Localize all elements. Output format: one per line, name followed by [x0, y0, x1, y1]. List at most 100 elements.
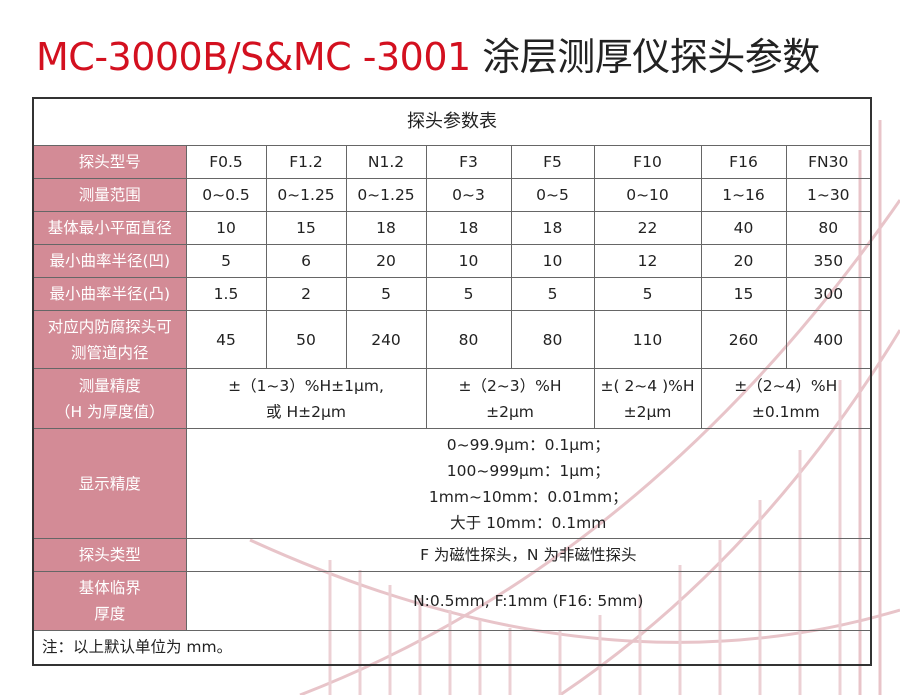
value-cell: 400 [785, 310, 872, 369]
probe-parameter-table: 探头参数表 探头型号 F0.5 F1.2 N1.2 F3 F5 F10 F16 FN30 测量… [32, 97, 873, 666]
table-row: 基体临界 厚度 N:0.5mm, F:1mm (F16: 5mm) [32, 571, 872, 631]
model-cell: F10 [593, 145, 702, 179]
value-cell: 260 [700, 310, 787, 369]
line: 大于 10mm：0.1mm [450, 513, 607, 532]
value-cell: 0~10 [593, 178, 702, 212]
accuracy-cell: ±（2~3）%H ±2μm [425, 368, 595, 429]
value-cell: 20 [345, 244, 427, 278]
label-line: 测管道内径 [70, 343, 149, 362]
value-cell: 0~0.5 [185, 178, 267, 212]
value-cell: 22 [593, 211, 702, 245]
line: 100~999μm：1μm； [446, 461, 610, 480]
value-cell: 12 [593, 244, 702, 278]
value-cell: 5 [425, 277, 512, 311]
table-row: 对应内防腐探头可 测管道内径 45 50 240 80 80 110 260 400 [32, 310, 872, 369]
line: 1mm~10mm：0.01mm； [428, 487, 628, 506]
value-cell: 15 [700, 277, 787, 311]
row-label: 测量范围 [32, 178, 187, 212]
table-row: 探头类型 F 为磁性探头，N 为非磁性探头 [32, 538, 872, 572]
line: 0~99.9μm：0.1μm； [446, 435, 610, 454]
line: ±（2~3）%H [458, 376, 562, 395]
value-cell: 0~3 [425, 178, 512, 212]
line: ±2μm [623, 402, 672, 421]
model-cell: N1.2 [345, 145, 427, 179]
table-row: 显示精度 0~99.9μm：0.1μm； 100~999μm：1μm； 1mm~10… [32, 428, 872, 539]
line: ±（2~4）%H [734, 376, 838, 395]
value-cell: 350 [785, 244, 872, 278]
value-cell: 10 [425, 244, 512, 278]
model-cell: F5 [510, 145, 595, 179]
table-row: 基体最小平面直径 10 15 18 18 18 22 40 80 [32, 211, 872, 245]
value-cell: 80 [425, 310, 512, 369]
title-model: MC-3000B/S&MC -3001 [36, 35, 471, 79]
value-cell: 18 [425, 211, 512, 245]
row-label: 基体最小平面直径 [32, 211, 187, 245]
row-label: 探头类型 [32, 538, 187, 572]
row-label: 最小曲率半径(凹) [32, 244, 187, 278]
value-cell: 300 [785, 277, 872, 311]
accuracy-cell: ±（1~3）%H±1μm, 或 H±2μm [185, 368, 427, 429]
row-label: 显示精度 [32, 428, 187, 539]
line: ±2μm [486, 402, 534, 421]
value-cell: 50 [265, 310, 347, 369]
label-line: （H 为厚度值） [54, 402, 165, 421]
row-label: 探头型号 [32, 145, 187, 179]
value-cell: 0~1.25 [265, 178, 347, 212]
model-cell: F1.2 [265, 145, 347, 179]
model-cell: F0.5 [185, 145, 267, 179]
value-cell: 40 [700, 211, 787, 245]
label-line: 基体临界 [78, 579, 141, 597]
value-cell: 5 [510, 277, 595, 311]
accuracy-cell: ±( 2~4 )%H ±2μm [593, 368, 702, 429]
value-cell: 2 [265, 277, 347, 311]
table-row: 最小曲率半径(凸) 1.5 2 5 5 5 5 15 300 [32, 277, 872, 311]
line: 或 H±2μm [266, 402, 346, 421]
title-text: 涂层测厚仪探头参数 [482, 35, 820, 79]
value-cell: 10 [510, 244, 595, 278]
value-cell: 80 [785, 211, 872, 245]
line: ±( 2~4 )%H [600, 376, 695, 395]
table-row: 最小曲率半径(凹) 5 6 20 10 10 12 20 350 [32, 244, 872, 278]
value-cell: 80 [510, 310, 595, 369]
value-cell: 6 [265, 244, 347, 278]
model-cell: FN30 [785, 145, 872, 179]
model-cell: F3 [425, 145, 512, 179]
table-row: 注：以上默认单位为 mm。 [32, 630, 872, 665]
value-cell: 240 [345, 310, 427, 369]
probe-type-cell: F 为磁性探头，N 为非磁性探头 [185, 538, 872, 572]
value-cell: 5 [185, 244, 267, 278]
value-cell: 10 [185, 211, 267, 245]
value-cell: 20 [700, 244, 787, 278]
line: ±0.1mm [751, 402, 820, 421]
line: ±（1~3）%H±1μm, [228, 376, 384, 395]
accuracy-cell: ±（2~4）%H ±0.1mm [700, 368, 872, 429]
value-cell: 1.5 [185, 277, 267, 311]
label-line: 对应内防腐探头可 [47, 317, 172, 336]
page-title: MC-3000B/S&MC -3001 涂层测厚仪探头参数 [36, 26, 820, 81]
table-row: 探头型号 F0.5 F1.2 N1.2 F3 F5 F10 F16 FN30 [32, 145, 872, 179]
table-caption: 探头参数表 [32, 97, 872, 146]
critical-cell: N:0.5mm, F:1mm (F16: 5mm) [185, 571, 872, 631]
row-label: 最小曲率半径(凸) [32, 277, 187, 311]
model-cell: F16 [700, 145, 787, 179]
table-row: 测量精度 （H 为厚度值） ±（1~3）%H±1μm, 或 H±2μm ±（2~3）… [32, 368, 872, 429]
value-cell: 5 [345, 277, 427, 311]
row-label: 基体临界 厚度 [32, 571, 187, 631]
value-cell: 110 [593, 310, 702, 369]
value-cell: 1~30 [785, 178, 872, 212]
row-label: 对应内防腐探头可 测管道内径 [32, 310, 187, 369]
display-cell: 0~99.9μm：0.1μm； 100~999μm：1μm； 1mm~10mm：0.… [185, 428, 872, 539]
value-cell: 1~16 [700, 178, 787, 212]
value-cell: 18 [510, 211, 595, 245]
value-cell: 5 [593, 277, 702, 311]
value-cell: 15 [265, 211, 347, 245]
table-note: 注：以上默认单位为 mm。 [32, 630, 872, 665]
label-line: 厚度 [94, 605, 126, 623]
row-label: 测量精度 （H 为厚度值） [32, 368, 187, 429]
value-cell: 18 [345, 211, 427, 245]
table-row: 测量范围 0~0.5 0~1.25 0~1.25 0~3 0~5 0~10 1~16 1~30 [32, 178, 872, 212]
value-cell: 0~5 [510, 178, 595, 212]
label-line: 测量精度 [78, 376, 141, 395]
value-cell: 0~1.25 [345, 178, 427, 212]
value-cell: 45 [185, 310, 267, 369]
